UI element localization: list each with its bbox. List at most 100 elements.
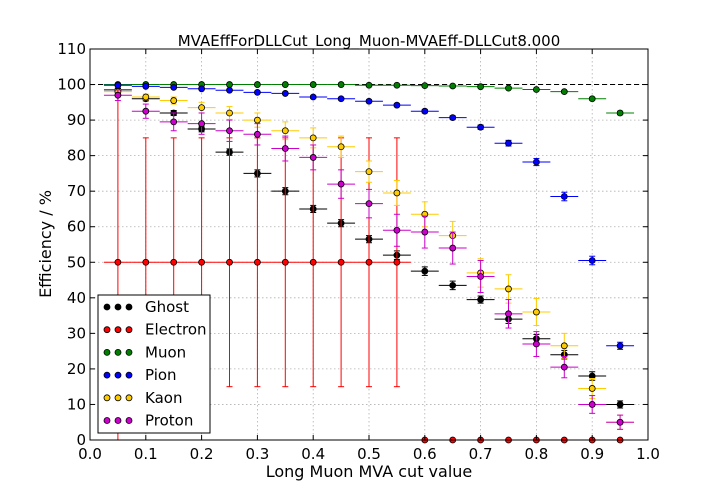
data-point [365,168,373,176]
legend-item-proton: Proton [103,412,193,430]
x-tick-label: 0.8 [524,445,548,463]
legend-marker [114,303,122,311]
legend-label: Electron [145,321,207,339]
x-tick-label: 0.7 [469,445,493,463]
legend-label: Pion [145,366,177,384]
legend-marker [125,394,133,402]
data-point [309,154,317,161]
legend-label: Kaon [145,389,182,407]
legend-marker [103,371,111,379]
y-tick-label: 80 [67,147,86,165]
data-point [588,257,596,264]
data-point [253,258,261,266]
data-point [142,107,150,115]
data-point [477,273,485,280]
data-point [393,226,401,234]
data-point [309,258,317,266]
data-point [114,81,122,89]
data-point [477,83,485,91]
data-point [477,123,485,131]
data-point [114,258,122,266]
y-tick-label: 90 [67,111,86,129]
data-point [281,81,289,88]
data-point [198,104,206,112]
legend-marker [114,417,122,424]
data-point [588,95,596,103]
data-point [365,200,373,208]
data-point [533,308,540,316]
y-axis-label: Efficiency / % [36,190,55,298]
data-point [393,101,401,109]
data-point [421,267,429,275]
data-point [226,81,233,88]
axis-ticks: 0.0 0.1 0.2 0.3 0.4 0.5 0.6 0.7 0.8 0.9 1.0 0 10 20 30… [57,40,660,463]
legend-label: Muon [145,343,186,361]
data-point [253,130,261,138]
data-point [281,258,289,266]
data-point [365,81,373,89]
data-point [560,342,568,350]
y-tick-label: 40 [67,289,86,307]
data-point [226,86,233,94]
legend-marker [114,394,122,402]
legend-item-muon: Muon [103,343,186,361]
data-point [449,281,457,289]
data-point [533,158,540,166]
legend-marker [103,326,111,334]
data-point [226,109,233,117]
legend-box [97,294,211,434]
data-point [505,139,512,147]
x-tick-label: 1.0 [636,445,660,463]
data-point [449,114,457,122]
data-point [616,401,624,408]
series-proton [103,89,635,430]
data-series [103,81,635,444]
legend-label: Proton [145,412,193,430]
data-point [170,258,178,266]
data-point [170,118,178,126]
legend-item-ghost: Ghost [103,298,189,316]
data-point [198,120,206,128]
data-point [421,107,429,115]
data-point [309,81,317,88]
data-point [393,258,401,266]
data-point [616,109,624,117]
chart-title: MVAEffForDLLCut_Long_Muon-MVAEff-DLLCut8… [178,32,561,51]
legend-item-pion: Pion [103,366,177,384]
data-point [393,189,401,197]
data-point [588,385,596,392]
x-tick-label: 0.9 [580,445,604,463]
data-point [560,193,568,200]
data-point [337,143,345,151]
legend-marker [125,417,133,424]
x-tick-label: 0.6 [413,445,437,463]
data-point [449,244,457,252]
data-point [337,180,345,188]
legend-marker [114,326,122,334]
data-point [281,145,289,152]
legend-marker [125,371,133,379]
data-point [477,296,485,303]
legend-marker [125,348,133,356]
y-tick-label: 60 [67,218,86,236]
x-tick-label: 0.2 [190,445,214,463]
series-pion [103,81,635,350]
x-tick-label: 0.4 [301,445,325,463]
legend-marker [103,394,111,402]
data-point [281,127,289,135]
legend-marker [103,417,111,424]
data-point [142,258,150,266]
legend-item-kaon: Kaon [103,389,182,407]
data-point [616,342,624,350]
data-point [560,88,568,96]
x-tick-label: 0.3 [245,445,269,463]
data-point [226,127,233,135]
data-point [505,310,512,318]
y-tick-label: 20 [67,360,86,378]
x-tick-label: 0.5 [357,445,381,463]
legend-marker [125,326,133,334]
y-tick-label: 10 [67,395,86,413]
data-point [616,418,624,426]
data-point [421,82,429,90]
data-point [421,228,429,236]
